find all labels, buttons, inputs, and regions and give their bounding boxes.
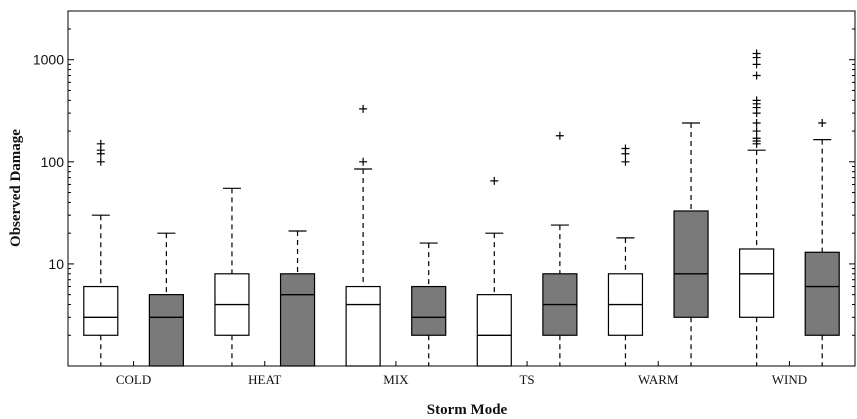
y-tick-label: 1000 (33, 52, 64, 68)
outlier-marker (752, 134, 761, 143)
box-ts-gray (542, 131, 578, 366)
iqr-box (411, 285, 447, 336)
y-axis-tick-labels: 10 100 1000 (33, 52, 64, 272)
outlier-marker (752, 96, 761, 105)
outlier-marker (752, 127, 761, 136)
iqr-box (83, 285, 119, 336)
y-tick-label: 10 (48, 256, 64, 272)
outlier-marker (752, 60, 761, 69)
box-heat-gray (279, 230, 316, 367)
box-mix-white (345, 104, 381, 367)
box-ts-white (476, 176, 512, 367)
x-tick-label: WIND (772, 372, 807, 387)
x-tick-label: WARM (638, 372, 679, 387)
box-warm-gray (673, 122, 709, 366)
y-axis-title: Observed Damage (8, 129, 24, 247)
x-axis-title: Storm Mode (427, 402, 508, 418)
x-tick-label: TS (519, 372, 534, 387)
outlier-marker (752, 118, 761, 127)
outlier-marker (752, 71, 761, 80)
x-tick-label: HEAT (248, 372, 281, 387)
box-warm-white (607, 144, 644, 366)
box-cold-white (83, 139, 119, 366)
outlier-marker (490, 176, 499, 185)
outlier-marker (96, 139, 105, 148)
y-axis-ticks (68, 28, 855, 366)
outlier-marker (752, 49, 761, 58)
box-series (83, 49, 840, 367)
iqr-box (476, 294, 512, 367)
iqr-box (739, 248, 775, 318)
iqr-box (148, 294, 184, 367)
iqr-box (673, 210, 709, 318)
iqr-box (804, 251, 840, 336)
outlier-marker (555, 131, 564, 140)
x-tick-label: MIX (383, 372, 409, 387)
x-tick-label: COLD (116, 372, 151, 387)
iqr-box (345, 285, 381, 367)
x-axis-tick-labels: COLD HEAT MIX TS WARM WIND (116, 372, 807, 387)
box-wind-gray (804, 118, 840, 366)
box-mix-gray (411, 242, 447, 366)
plot-frame (67, 10, 856, 367)
outlier-marker (621, 157, 630, 166)
outlier-marker (359, 157, 368, 166)
outlier-marker (359, 104, 368, 113)
outlier-marker (621, 144, 630, 153)
box-cold-gray (148, 232, 184, 367)
box-wind-white (739, 49, 775, 366)
iqr-box (279, 273, 316, 367)
outlier-marker (96, 157, 105, 166)
outlier-marker (818, 118, 827, 127)
y-tick-label: 100 (41, 154, 65, 170)
box-heat-white (214, 187, 250, 366)
